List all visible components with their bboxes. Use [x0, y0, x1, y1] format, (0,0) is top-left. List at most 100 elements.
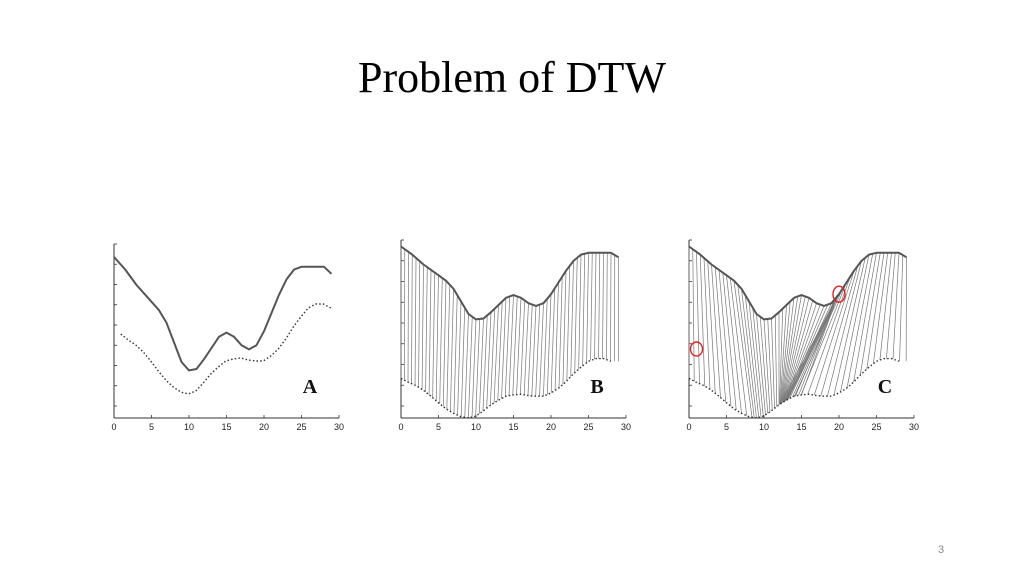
warping-line — [475, 318, 481, 417]
warping-line — [748, 301, 762, 417]
x-tick-label: 10 — [759, 422, 769, 432]
warping-line — [784, 303, 817, 402]
warping-line — [741, 288, 757, 419]
x-tick-label: 25 — [871, 422, 881, 432]
warping-line — [450, 288, 454, 412]
warping-line — [501, 297, 507, 399]
warping-line — [892, 252, 900, 360]
solid-series — [400, 245, 620, 321]
warping-line — [707, 261, 716, 394]
warping-line — [807, 276, 851, 395]
warping-line — [442, 280, 447, 407]
warping-line — [508, 295, 514, 396]
warping-line — [794, 288, 844, 397]
panel-letter: C — [878, 376, 892, 398]
warping-lines — [688, 246, 907, 419]
page-number: 3 — [937, 544, 945, 556]
warping-line — [774, 315, 778, 407]
warping-line — [779, 304, 787, 405]
warping-line — [722, 272, 737, 411]
warping-line — [482, 315, 488, 412]
warping-line — [590, 252, 593, 361]
warping-line — [527, 304, 533, 396]
solid-series — [688, 245, 908, 321]
warping-line — [784, 304, 821, 402]
warping-line — [512, 296, 518, 396]
singularity-marker — [689, 341, 704, 357]
warping-line — [703, 257, 711, 390]
warping-line — [699, 254, 706, 387]
warping-line — [457, 301, 462, 416]
warping-line — [696, 251, 700, 384]
warping-line — [543, 298, 548, 397]
dtw-figure: 0 5 10 15 20 25 30 A 0 5 10 15 20 25 30 B 0 5 10 15 20 25 30 C — [100, 232, 930, 438]
warping-line — [780, 297, 795, 404]
warping-line — [756, 313, 766, 415]
dtw-figure-svg: 0 5 10 15 20 25 30 A 0 5 10 15 20 25 30 B 0 5 10 15 20 25 30 C — [111, 239, 919, 432]
warping-line — [531, 305, 537, 396]
warping-line — [792, 295, 838, 398]
x-tick-label: 10 — [471, 422, 481, 432]
warping-line — [763, 319, 771, 412]
dotted-series — [120, 303, 332, 395]
warping-line — [752, 307, 764, 417]
x-tick-label: 20 — [546, 422, 556, 432]
warping-line — [744, 295, 760, 418]
warping-line — [833, 257, 866, 396]
x-tick-label: 20 — [834, 422, 844, 432]
x-tick-label: 15 — [508, 422, 518, 432]
warping-line — [711, 264, 721, 398]
warping-line — [453, 295, 458, 414]
warping-line — [486, 312, 492, 409]
warping-line — [729, 277, 748, 416]
panel-a: 0 5 10 15 20 25 30 A — [111, 243, 344, 432]
warping-line — [562, 270, 567, 385]
x-tick-label: 0 — [111, 422, 116, 432]
warping-line — [606, 252, 608, 360]
warping-line — [820, 265, 859, 397]
warping-line — [726, 275, 742, 414]
warping-line — [783, 297, 810, 403]
warping-line — [539, 303, 544, 397]
warping-line — [795, 295, 838, 397]
x-tick-label: 25 — [296, 422, 306, 432]
panel-b: 0 5 10 15 20 25 30 B — [398, 239, 631, 432]
warping-line — [490, 308, 496, 406]
warping-line — [411, 254, 413, 384]
warping-line — [785, 304, 829, 401]
panel-c: 0 5 10 15 20 25 30 C — [686, 239, 919, 432]
warping-line — [759, 316, 769, 414]
x-tick-label: 25 — [583, 422, 593, 432]
x-tick-label: 0 — [398, 422, 403, 432]
warping-line — [493, 304, 499, 403]
warping-line — [846, 253, 874, 388]
x-tick-label: 30 — [909, 422, 919, 432]
x-tick-label: 0 — [686, 422, 691, 432]
warping-line — [801, 295, 838, 396]
warping-line — [546, 294, 552, 395]
warping-line — [899, 255, 904, 362]
warping-line — [558, 276, 563, 388]
warping-line — [582, 253, 586, 366]
x-tick-label: 15 — [221, 422, 231, 432]
warping-line — [414, 257, 417, 386]
warping-line — [478, 318, 484, 414]
warping-line — [418, 261, 421, 388]
warping-line — [782, 295, 802, 403]
warping-line — [535, 304, 541, 397]
x-tick-label: 10 — [184, 422, 194, 432]
x-tick-label: 5 — [436, 422, 441, 432]
panel-letter: B — [590, 376, 603, 398]
dotted-series — [400, 357, 612, 419]
warping-line — [554, 282, 559, 391]
x-tick-label: 20 — [259, 422, 269, 432]
x-tick-label: 30 — [621, 422, 631, 432]
warping-line — [432, 272, 436, 398]
warping-line — [780, 301, 791, 404]
dotted-series — [688, 357, 900, 419]
warping-line — [497, 301, 503, 401]
warping-line — [733, 280, 753, 418]
singularity-marker — [832, 285, 846, 303]
warping-line — [468, 316, 473, 418]
warping-line — [516, 297, 522, 395]
